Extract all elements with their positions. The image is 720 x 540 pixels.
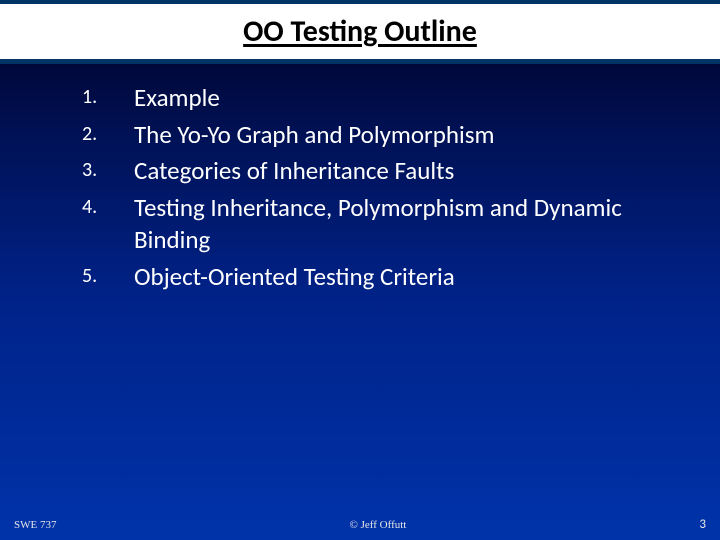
content-area: Example The Yo-Yo Graph and Polymorphism… (0, 64, 720, 293)
footer-course-code: SWE 737 (14, 519, 56, 531)
footer-copyright: © Jeff Offutt (56, 519, 699, 531)
slide: OO Testing Outline Example The Yo-Yo Gra… (0, 0, 720, 540)
footer: SWE 737 © Jeff Offutt 3 (0, 517, 720, 532)
title-band: OO Testing Outline (0, 0, 720, 64)
list-item: Example (82, 82, 680, 115)
outline-list: Example The Yo-Yo Graph and Polymorphism… (82, 82, 680, 293)
footer-page-number: 3 (699, 517, 706, 532)
list-item: Categories of Inheritance Faults (82, 155, 680, 188)
list-item: Object-Oriented Testing Criteria (82, 261, 680, 294)
slide-title: OO Testing Outline (243, 13, 477, 50)
list-item: The Yo-Yo Graph and Polymorphism (82, 119, 680, 152)
list-item: Testing Inheritance, Polymorphism and Dy… (82, 192, 680, 257)
